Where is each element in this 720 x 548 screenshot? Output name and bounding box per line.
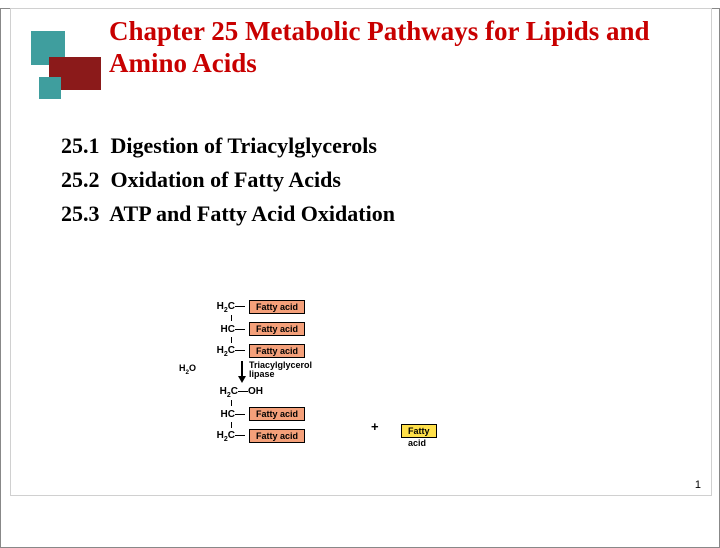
reaction-arrow [241, 361, 245, 381]
reactant-row: HC— Fatty acid [201, 322, 305, 336]
product-row: HC— Fatty acid [201, 407, 305, 421]
reactant-row: H2C— Fatty acid [201, 344, 305, 358]
bond-line [231, 422, 305, 428]
section-num: 25.2 [61, 167, 100, 192]
section-label: Oxidation of Fatty Acids [111, 167, 341, 192]
product-block: H2C—OH HC— Fatty acid H2C— Fatty acid + … [201, 385, 305, 459]
slide-frame: Chapter 25 Metabolic Pathways for Lipids… [0, 8, 720, 548]
arrow-group: H2O Triacylglycerol lipase [201, 361, 305, 381]
bond-line [231, 400, 305, 406]
page-number: 1 [695, 479, 701, 491]
backbone-label: HC— [201, 409, 249, 420]
decor-square-3 [39, 77, 61, 99]
fatty-acid-box: Fatty acid [249, 300, 305, 314]
section-num: 25.3 [61, 201, 100, 226]
fatty-acid-box: Fatty acid [249, 429, 305, 443]
fatty-acid-box: Fatty acid [249, 344, 305, 358]
bond-line [231, 315, 305, 321]
chapter-title: Chapter 25 Metabolic Pathways for Lipids… [109, 15, 669, 80]
plus-sign: + [371, 419, 381, 434]
section-label: ATP and Fatty Acid Oxidation [109, 201, 395, 226]
section-item: 25.3 ATP and Fatty Acid Oxidation [61, 197, 621, 231]
backbone-label: HC— [201, 324, 249, 335]
product-row: H2C—OH [201, 385, 305, 399]
released-fatty-acid: Fatty acid [401, 424, 437, 438]
section-item: 25.2 Oxidation of Fatty Acids [61, 163, 621, 197]
backbone-label: H2C—OH [201, 386, 267, 399]
fatty-acid-box: Fatty acid [249, 407, 305, 421]
backbone-label: H2C— [201, 430, 249, 443]
section-label: Digestion of Triacylglycerols [111, 133, 377, 158]
backbone-label: H2C— [201, 345, 249, 358]
section-list: 25.1 Digestion of Triacylglycerols 25.2 … [61, 129, 621, 231]
bond-line [231, 337, 305, 343]
section-num: 25.1 [61, 133, 100, 158]
reaction-diagram: H2C— Fatty acid HC— Fatty acid H2C— Fatt… [201, 299, 305, 459]
section-item: 25.1 Digestion of Triacylglycerols [61, 129, 621, 163]
reactant-row: H2C— Fatty acid [201, 300, 305, 314]
reagent-label: H2O [179, 363, 196, 376]
slide-content: Chapter 25 Metabolic Pathways for Lipids… [10, 8, 712, 496]
fatty-acid-box: Fatty acid [249, 322, 305, 336]
enzyme-label: Triacylglycerol lipase [249, 361, 312, 379]
product-row: H2C— Fatty acid [201, 429, 305, 443]
backbone-label: H2C— [201, 301, 249, 314]
